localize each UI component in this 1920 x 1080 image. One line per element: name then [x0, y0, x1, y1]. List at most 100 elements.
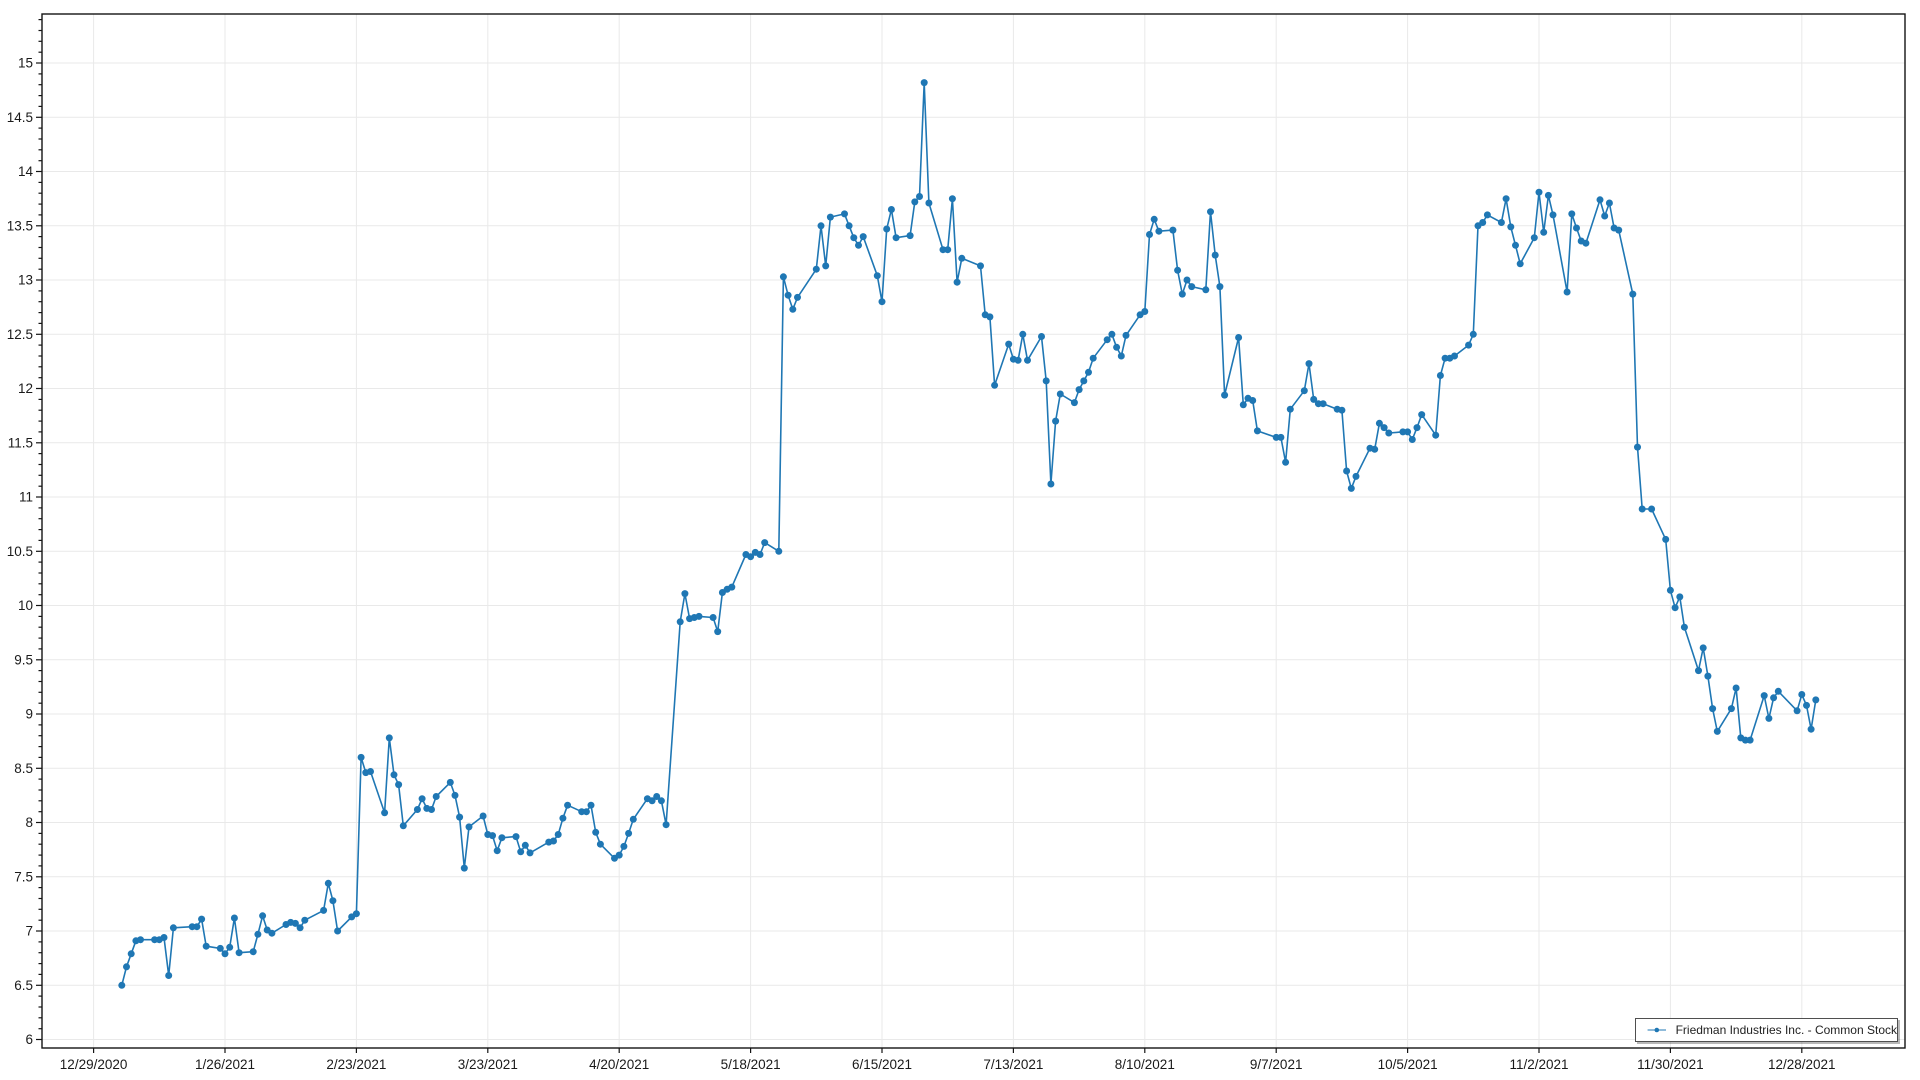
y-tick-label: 8	[25, 815, 33, 830]
data-point-marker	[779, 273, 787, 281]
y-tick-label: 14.5	[7, 110, 33, 125]
data-point-marker	[1512, 241, 1519, 249]
data-point-marker	[1169, 226, 1177, 234]
data-point-marker	[653, 793, 661, 800]
data-point-marker	[1174, 266, 1182, 274]
data-point-marker	[1375, 419, 1383, 427]
x-tick-label: 12/29/2020	[60, 1057, 128, 1072]
data-point-marker	[1746, 736, 1754, 744]
data-point-marker	[648, 797, 656, 805]
data-point-marker	[512, 833, 520, 841]
data-point-marker	[629, 815, 637, 823]
data-point-marker	[1582, 239, 1590, 247]
data-point-marker	[1211, 251, 1219, 259]
data-point-marker	[1371, 445, 1379, 453]
data-point-marker	[1042, 377, 1050, 385]
y-tick-label: 13	[18, 273, 33, 288]
data-point-marker	[1300, 387, 1308, 395]
data-point-marker	[1404, 428, 1412, 436]
data-point-marker	[887, 206, 895, 213]
data-point-marker	[892, 234, 900, 242]
data-point-marker	[747, 553, 755, 561]
data-point-marker	[1479, 219, 1487, 226]
data-point-marker	[1319, 400, 1327, 408]
data-point-marker	[1221, 391, 1229, 399]
data-point-marker	[1760, 692, 1768, 700]
data-point-marker	[1385, 429, 1393, 437]
data-point-marker	[592, 828, 600, 836]
series-markers	[118, 79, 1820, 989]
data-point-marker	[1089, 354, 1097, 362]
data-point-marker	[235, 949, 243, 957]
data-point-marker	[1502, 195, 1510, 203]
data-point-marker	[1305, 360, 1313, 368]
data-point-marker	[226, 943, 234, 951]
x-tick-label: 10/5/2021	[1378, 1057, 1438, 1072]
data-point-marker	[268, 929, 276, 937]
data-point-marker	[1568, 210, 1576, 218]
data-point-marker	[662, 821, 670, 829]
data-point-marker	[1103, 336, 1111, 344]
data-point-marker	[1019, 330, 1027, 338]
data-point-marker	[291, 919, 299, 927]
data-point-marker	[817, 222, 825, 230]
data-point-marker	[1207, 208, 1214, 216]
data-point-marker	[709, 614, 717, 621]
data-point-marker	[526, 849, 534, 857]
data-point-marker	[1483, 211, 1491, 219]
data-point-marker	[920, 79, 928, 87]
data-point-marker	[118, 981, 126, 989]
legend-series-label: Friedman Industries Inc. - Common Stock	[1675, 1023, 1897, 1037]
data-point-marker	[789, 305, 797, 313]
data-point-marker	[925, 199, 933, 207]
data-point-marker	[775, 547, 783, 555]
data-point-marker	[1774, 687, 1782, 695]
data-point-marker	[460, 864, 468, 872]
data-point-marker	[1671, 604, 1679, 612]
data-point-marker	[916, 193, 923, 200]
data-point-marker	[1085, 368, 1092, 376]
data-point-marker	[320, 906, 328, 914]
x-tick-label: 4/20/2021	[589, 1057, 649, 1072]
data-point-marker	[301, 916, 309, 924]
data-point-marker	[413, 806, 421, 813]
data-point-marker	[1540, 228, 1548, 236]
data-point-marker	[1629, 290, 1637, 298]
data-point-marker	[1803, 701, 1810, 709]
x-tick-label: 7/13/2021	[983, 1057, 1043, 1072]
x-tick-label: 8/10/2021	[1115, 1057, 1175, 1072]
y-tick-label: 7.5	[14, 869, 33, 884]
data-point-marker	[1150, 215, 1158, 223]
data-point-marker	[357, 753, 365, 761]
data-point-marker	[1113, 343, 1121, 351]
data-point-marker	[1713, 727, 1721, 735]
data-point-marker	[1530, 234, 1538, 242]
data-point-marker	[958, 254, 966, 262]
data-point-marker	[1239, 401, 1247, 409]
data-point-marker	[324, 879, 332, 887]
data-point-marker	[794, 293, 801, 301]
data-point-marker	[1695, 667, 1702, 675]
data-point-marker	[296, 924, 304, 932]
data-point-marker	[1699, 644, 1707, 652]
data-point-marker	[489, 832, 496, 840]
data-point-marker	[1080, 377, 1088, 385]
data-point-marker	[1282, 458, 1290, 466]
data-point-marker	[615, 851, 623, 859]
data-point-marker	[1188, 283, 1196, 291]
y-tick-label: 14	[18, 164, 34, 179]
data-point-marker	[1465, 341, 1473, 349]
y-tick-label: 7	[25, 924, 33, 939]
data-point-marker	[1070, 399, 1078, 407]
data-point-marker	[1516, 260, 1524, 268]
data-point-marker	[395, 781, 403, 789]
x-tick-label: 2/23/2021	[326, 1057, 386, 1072]
gridlines	[42, 14, 1905, 1048]
data-point-marker	[784, 291, 792, 299]
data-point-marker	[1047, 480, 1055, 488]
x-tick-label: 9/7/2021	[1250, 1057, 1303, 1072]
data-point-marker	[517, 848, 525, 856]
y-tick-label: 10	[18, 598, 33, 613]
